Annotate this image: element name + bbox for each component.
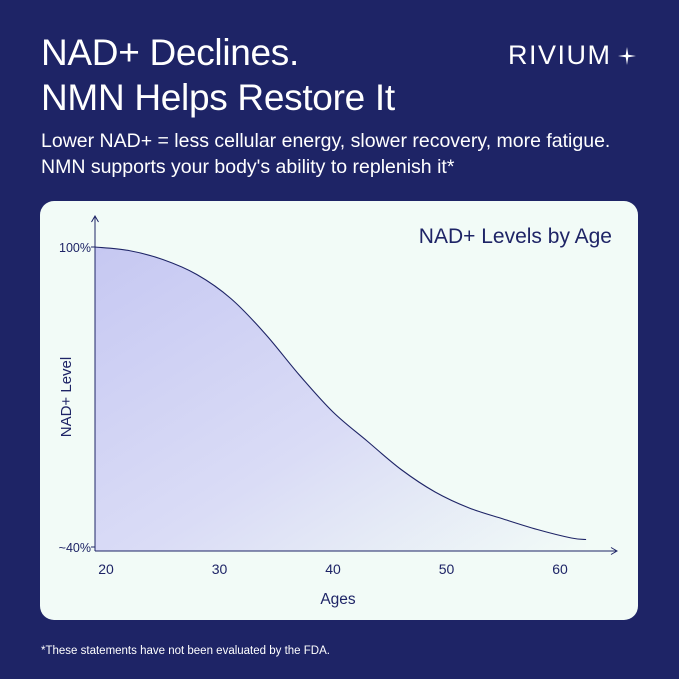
x-tick-label: 50: [439, 561, 455, 577]
y-tick-label: ~40%: [59, 541, 91, 555]
x-axis-label: Ages: [320, 591, 356, 608]
title-line-1: NAD+ Declines.: [41, 32, 299, 73]
brand-name: RIVIUM: [508, 40, 612, 70]
chart-title: NAD+ Levels by Age: [418, 225, 612, 248]
sparkle-star-icon: [617, 46, 636, 65]
chart-card: 20 30 40 50 60 100% ~40% Ages NAD+ Level NAD+…: [40, 201, 638, 620]
x-tick-label: 20: [98, 561, 114, 577]
chart-axes: [91, 215, 618, 555]
x-tick-label: 40: [325, 561, 341, 577]
x-tick-label: 60: [552, 561, 568, 577]
subtitle-line-1: Lower NAD+ = less cellular energy, slowe…: [41, 130, 611, 152]
area-chart: 20 30 40 50 60 100% ~40% Ages NAD+ Level: [58, 215, 618, 608]
x-axis-arrow: [610, 547, 618, 555]
page-title: NAD+ Declines. NMN Helps Restore It: [41, 30, 395, 120]
y-tick-label: 100%: [59, 241, 91, 255]
subtitle-line-2: NMN supports your body's ability to repl…: [41, 156, 455, 178]
y-axis-arrow: [91, 215, 99, 223]
footnote: *These statements have not been evaluate…: [41, 645, 330, 657]
title-line-2: NMN Helps Restore It: [41, 77, 395, 118]
area-fill: [95, 247, 587, 551]
y-axis-label: NAD+ Level: [58, 357, 75, 437]
x-tick-label: 30: [212, 561, 228, 577]
series-line: [94, 246, 587, 541]
brand-logo: RIVIUM: [508, 40, 636, 71]
subtitle: Lower NAD+ = less cellular energy, slowe…: [41, 128, 610, 180]
